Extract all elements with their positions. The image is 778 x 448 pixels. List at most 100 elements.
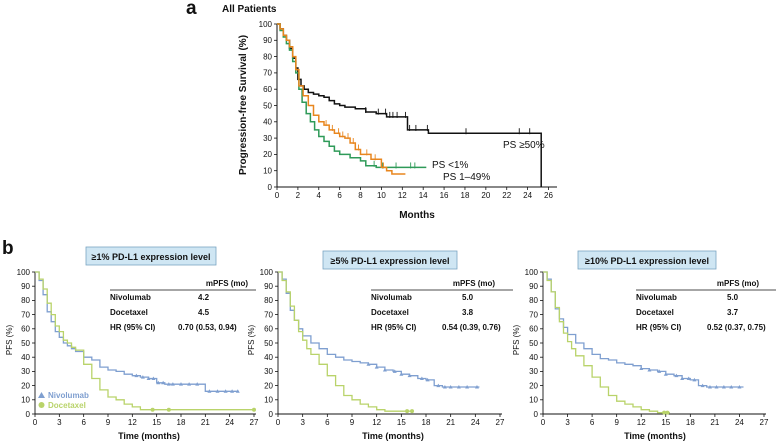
subpanel-1: ≥1% PD-L1 expression level PFS (%) Time … <box>5 246 259 441</box>
panel-a-y-tick-label-10: 10 <box>263 167 272 176</box>
subpanel-2-curves <box>278 271 480 414</box>
subpanel-3-x-ticks: 0 3 6 9 12 15 18 21 24 27 <box>541 414 769 427</box>
subpanel-1-x-tick-label-18: 18 <box>177 418 186 427</box>
subpanel-1-y-tick-label-30: 30 <box>21 367 30 376</box>
panel-a-y-tick-label-20: 20 <box>263 150 272 159</box>
subpanel-1-y-tick-label-70: 70 <box>21 310 30 319</box>
panel-a-x-tick-label-22: 22 <box>502 191 511 200</box>
panel-a-title: All Patients <box>222 4 277 15</box>
subpanel-2-censor-nivolumab-7 <box>425 377 430 382</box>
subpanel-2-censor-nivolumab-9 <box>442 385 447 389</box>
subpanel-1-x-tick-label-15: 15 <box>152 418 161 427</box>
subpanel-1-y-axis-label: PFS (%) <box>5 325 14 356</box>
subpanel-2-censor-nivolumab-4 <box>399 372 404 376</box>
subpanel-2-censor-docetaxel-0 <box>405 409 410 414</box>
subpanel-3-censor-nivolumab-13 <box>737 385 742 389</box>
subpanel-3-x-tick-label-27: 27 <box>760 418 769 427</box>
subpanel-2-row-1-value: 5.0 <box>462 293 474 302</box>
subpanel-1-curve-nivolumab <box>35 271 238 392</box>
subpanel-2-censor-nivolumab-3 <box>392 369 397 373</box>
subpanel-1-row-3-label: HR (95% CI) <box>110 323 156 332</box>
subpanel-2-row-3-label: HR (95% CI) <box>371 323 417 332</box>
subpanel-3-row-1-label: Nivolumab <box>636 293 677 302</box>
subpanel-2-x-tick-label-21: 21 <box>446 418 455 427</box>
subpanel-3-censor-docetaxel-0 <box>662 410 667 415</box>
subpanel-1-censor-docetaxel-1 <box>166 407 171 412</box>
subpanel-2-row-3-value: 0.54 (0.39, 0.76) <box>442 323 501 332</box>
subpanel-1-y-tick-label-90: 90 <box>21 282 30 291</box>
subpanel-1-censor-nivolumab-9 <box>187 382 192 386</box>
subpanel-2-x-tick-label-3: 3 <box>300 418 305 427</box>
subpanel-2-row-1-label: Nivolumab <box>371 293 412 302</box>
subpanel-1-censor-docetaxel-2 <box>252 407 256 412</box>
subpanel-1-censor-nivolumab-5 <box>161 380 166 385</box>
subpanel-2-censor-nivolumab-10 <box>448 385 453 389</box>
legend-nivolumab-marker <box>38 392 45 398</box>
subpanel-2-censor-nivolumab-6 <box>419 376 424 380</box>
panel-a-x-ticks: 0 2 4 6 8 10 12 14 16 18 20 22 24 26 <box>275 187 553 200</box>
panel-a-y-tick-label-0: 0 <box>268 183 273 192</box>
subpanel-1-censor-docetaxel-0 <box>150 407 155 412</box>
subpanel-1-y-tick-label-60: 60 <box>21 325 30 334</box>
panel-a-y-tick-label-30: 30 <box>263 134 272 143</box>
legend-nivolumab-label: Nivolumab <box>48 391 89 400</box>
subpanel-2-x-tick-label-15: 15 <box>397 418 406 427</box>
subpanel-3-title-box <box>577 250 717 270</box>
subpanel-3-y-tick-label-50: 50 <box>529 339 538 348</box>
subpanel-2-censor-nivolumab-11 <box>456 385 461 389</box>
subpanel-2-curve-docetaxel <box>278 271 414 412</box>
panel-a-y-tick-label-60: 60 <box>263 85 272 94</box>
panel-a-y-ticks: 0 10 20 30 40 50 60 70 80 90 100 <box>259 20 277 192</box>
subpanel-2-censor-docetaxel-1 <box>410 409 415 414</box>
subpanel-2-x-ticks: 0 3 6 9 12 15 18 21 24 27 <box>276 414 505 427</box>
subpanel-1-x-tick-label-21: 21 <box>201 418 210 427</box>
subpanel-2-censor-nivolumab-1 <box>374 365 379 369</box>
panel-a-x-tick-label-16: 16 <box>440 191 449 200</box>
subpanel-3-y-tick-label-90: 90 <box>529 282 538 291</box>
panel-a-y-tick-label-50: 50 <box>263 101 272 110</box>
panel-a-letter: a <box>186 0 197 19</box>
subpanel-2-y-tick-label-50: 50 <box>264 339 273 348</box>
subpanel-2-censor-nivolumab-0 <box>366 362 371 366</box>
subpanel-1-censor-nivolumab-8 <box>179 382 183 386</box>
subpanel-1-table-header: mPFS (mo) <box>206 279 249 288</box>
subpanel-1-x-tick-label-3: 3 <box>57 418 62 427</box>
subpanel-2-y-tick-label-70: 70 <box>264 310 273 319</box>
subpanel-3-censor-nivolumab-3 <box>663 372 668 376</box>
subpanel-2-censor-nivolumab-8 <box>436 383 441 388</box>
subpanel-1-curves <box>35 271 256 412</box>
subpanel-3-x-tick-label-24: 24 <box>735 418 744 427</box>
subpanel-3-censor-docetaxel-1 <box>665 410 670 415</box>
subpanel-3-x-tick-label-12: 12 <box>637 418 646 427</box>
panel-b-letter: b <box>2 238 14 259</box>
subpanel-1-row-1-value: 4.2 <box>198 293 210 302</box>
subpanel-3-y-axis-label: PFS (%) <box>512 325 521 356</box>
subpanel-1-censor-nivolumab-4 <box>156 380 161 385</box>
subpanel-3-row-3-label: HR (95% CI) <box>636 323 682 332</box>
subpanel-3-y-tick-label-20: 20 <box>529 381 538 390</box>
legend-docetaxel-label: Docetaxel <box>48 401 86 410</box>
subpanel-1-censor-nivolumab-6 <box>166 382 171 386</box>
legend-docetaxel-marker <box>38 402 45 408</box>
subpanel-3-y-ticks: 0 10 20 30 40 50 60 70 80 90 100 <box>525 268 543 419</box>
subpanel-3-y-tick-label-10: 10 <box>529 396 538 405</box>
subpanel-2-x-tick-label-18: 18 <box>422 418 431 427</box>
subpanel-3-row-1-value: 5.0 <box>727 293 739 302</box>
subpanel-2-y-tick-label-0: 0 <box>269 410 274 419</box>
panel-b: b ≥1% PD-L1 expression level PFS (%) Tim… <box>2 238 776 441</box>
subpanel-2-x-tick-label-6: 6 <box>325 418 330 427</box>
panel-a-y-tick-label-100: 100 <box>259 20 273 29</box>
subpanel-3-row-2-value: 3.7 <box>727 308 739 317</box>
panel-a-x-tick-label-20: 20 <box>481 191 490 200</box>
subpanel-2-y-tick-label-100: 100 <box>260 268 274 277</box>
subpanel-1-x-tick-label-9: 9 <box>106 418 111 427</box>
subpanel-1-censor-nivolumab-15 <box>235 389 240 393</box>
subpanel-1-row-1-label: Nivolumab <box>110 293 151 302</box>
panel-a-y-axis-label: Progression-free Survival (%) <box>238 35 249 175</box>
subpanel-1-censor-nivolumab-1 <box>140 375 145 379</box>
subpanel-1-censor-nivolumab-13 <box>223 389 228 393</box>
subpanel-3-x-tick-label-3: 3 <box>565 418 570 427</box>
subpanel-1-curve-docetaxel <box>35 271 254 411</box>
subpanel-3-x-tick-label-18: 18 <box>686 418 695 427</box>
subpanel-3-censor-nivolumab-5 <box>680 376 685 380</box>
